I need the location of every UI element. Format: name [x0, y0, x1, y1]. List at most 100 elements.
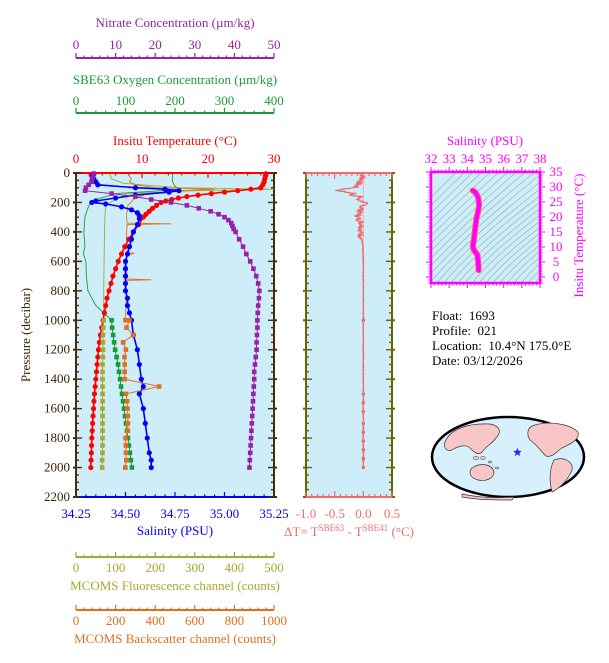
- tick-label: 30: [268, 151, 281, 166]
- profile-number: 021: [477, 323, 498, 338]
- salinity-axis: 34.25 34.50 34.75 35.00 35.25 Salinity (PSU): [61, 492, 289, 538]
- axis-title: MCOMS Backscatter channel (counts): [74, 631, 276, 646]
- axis-title: MCOMS Fluorescence channel (counts): [70, 578, 280, 593]
- tick-label: 40: [228, 37, 241, 52]
- tick-label: 32: [425, 151, 438, 166]
- tick-label: 400: [264, 93, 284, 108]
- tick-label: 200: [145, 560, 165, 575]
- tick-label: 0: [73, 613, 80, 628]
- tick-label: 35: [550, 164, 563, 179]
- tick-label: 20: [202, 151, 215, 166]
- float-info: Float: 1693 Profile: 021 Location: 10.4°…: [432, 308, 571, 368]
- tick-label: 400: [225, 560, 245, 575]
- tick-label: 200: [165, 93, 185, 108]
- tick-label: 800: [51, 283, 71, 298]
- float-id: 1693: [468, 308, 495, 323]
- ts-yaxis-title: Insitu Temperature (°C): [571, 174, 586, 298]
- tick-label: 33: [443, 151, 456, 166]
- tick-label: 10: [550, 239, 563, 254]
- landmass: [527, 422, 579, 457]
- tick-label: 600: [185, 613, 205, 628]
- tick-label: 0: [553, 269, 560, 284]
- tick-label: 1000: [261, 613, 287, 628]
- tick-label: 1000: [44, 312, 70, 327]
- tick-label: 800: [225, 613, 245, 628]
- landmass: [469, 464, 495, 481]
- ts-curve: [470, 188, 482, 273]
- tick-label: 30: [550, 179, 563, 194]
- world-map: [430, 415, 586, 501]
- float-row: Float: 1693: [432, 308, 495, 323]
- tick-label: 1400: [44, 371, 70, 386]
- location-value: 10.4°N 175.0°E: [488, 338, 572, 353]
- fluorescence-series: [99, 317, 107, 470]
- density-isopleths: [431, 172, 540, 283]
- tick-label: 10: [109, 37, 122, 52]
- tick-label: 0: [73, 151, 80, 166]
- tick-label: 15: [550, 224, 563, 239]
- tick-label: 0: [73, 560, 80, 575]
- tick-label: 500: [264, 560, 284, 575]
- tick-label: 20: [550, 209, 563, 224]
- pressure-axis: 0 200 400 600 800 1000 1200 1400 1600 1800 2000 220…: [18, 165, 277, 504]
- tick-label: 34.50: [111, 506, 140, 521]
- tick-label: 0: [73, 37, 80, 52]
- axis-title: SBE63 Oxygen Concentration (µm/kg): [73, 72, 277, 87]
- axis-title: Insitu Temperature (°C): [113, 133, 237, 148]
- oxygen-axis: 0 100 200 300 400 SBE63 Oxygen Concentration …: [73, 72, 284, 114]
- nitrate-series: [82, 171, 262, 470]
- axis-title: Salinity (PSU): [137, 523, 213, 538]
- tick-label: 2200: [44, 489, 70, 504]
- tick-label: 1800: [44, 430, 70, 445]
- axis-title: Nitrate Concentration (µm/kg): [95, 15, 254, 30]
- tick-label: 0: [64, 165, 71, 180]
- date-value: 03/12/2026: [463, 353, 523, 368]
- tick-label: 400: [145, 613, 165, 628]
- tick-label: 300: [215, 93, 235, 108]
- tick-label: 200: [51, 194, 71, 209]
- tick-label: 34.25: [61, 506, 90, 521]
- temperature-axis: 0 10 20 30 Insitu Temperature (°C): [73, 133, 281, 178]
- delta-axis-title: ΔT= TSBE63 - TSBE41 (°C): [284, 523, 414, 539]
- backscatter-series: [120, 317, 162, 470]
- tick-label: 100: [116, 93, 136, 108]
- tick-label: -0.5: [324, 506, 345, 521]
- date-row: Date: 03/12/2026: [432, 353, 523, 368]
- tick-label: 400: [51, 224, 71, 239]
- tick-label: 1600: [44, 401, 70, 416]
- landmass: [549, 458, 573, 493]
- tick-label: 100: [106, 560, 126, 575]
- delta-temperature-plot: -1.0 -0.5 0.0 0.5 ΔT= TSBE63 - TSBE41 (°C): [284, 172, 414, 539]
- tick-label: -1.0: [296, 506, 317, 521]
- oxygen-series: [109, 317, 135, 470]
- tick-label: 0.0: [355, 506, 371, 521]
- tick-label: 37: [515, 151, 529, 166]
- tick-label: 35.25: [259, 506, 288, 521]
- location-row: Location: 10.4°N 175.0°E: [432, 338, 572, 353]
- tick-label: 20: [149, 37, 162, 52]
- profile-row: Profile: 021: [432, 323, 498, 338]
- tick-label: 36: [497, 151, 511, 166]
- tick-label: 30: [188, 37, 201, 52]
- tick-label: 50: [268, 37, 281, 52]
- axis-title: Pressure (decibar): [18, 288, 33, 382]
- landmass: [461, 493, 515, 501]
- tick-label: 35: [479, 151, 492, 166]
- tick-label: 0.5: [384, 506, 400, 521]
- ts-axis-title: Salinity (PSU): [447, 133, 523, 148]
- tick-label: 25: [550, 194, 563, 209]
- tick-label: 200: [106, 613, 126, 628]
- fluorescence-axis: 0 100 200 300 400 500 MCOMS Fluorescence chann…: [70, 552, 284, 593]
- profile-plot: 0 10 20 30 40 50 Nitrate Concentration (µm/kg)…: [18, 15, 289, 646]
- tick-label: 0: [73, 93, 80, 108]
- plot-area: [76, 173, 274, 497]
- tick-label: 5: [553, 254, 560, 269]
- backscatter-axis: 0 200 400 600 800 1000 MCOMS Backscatter chann…: [73, 605, 287, 646]
- tick-label: 10: [136, 151, 149, 166]
- tick-label: 600: [51, 253, 71, 268]
- tick-label: 1200: [44, 342, 70, 357]
- tick-label: 300: [185, 560, 205, 575]
- tick-label: 34: [461, 151, 475, 166]
